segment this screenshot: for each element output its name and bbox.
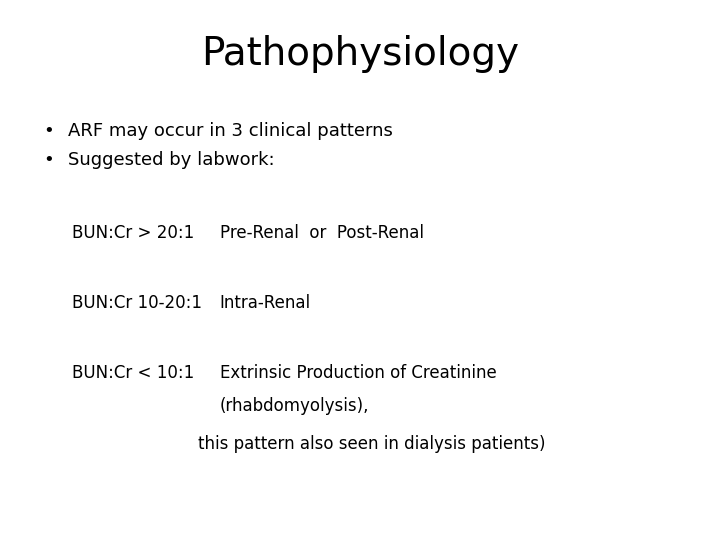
Text: BUN:Cr < 10:1: BUN:Cr < 10:1 [72,364,194,382]
Text: Extrinsic Production of Creatinine: Extrinsic Production of Creatinine [220,364,496,382]
Text: BUN:Cr 10-20:1: BUN:Cr 10-20:1 [72,294,202,312]
Text: Suggested by labwork:: Suggested by labwork: [68,151,275,169]
Text: •: • [43,122,54,139]
Text: (rhabdomyolysis),: (rhabdomyolysis), [220,397,369,415]
Text: Pre-Renal  or  Post-Renal: Pre-Renal or Post-Renal [220,224,423,242]
Text: ARF may occur in 3 clinical patterns: ARF may occur in 3 clinical patterns [68,122,393,139]
Text: this pattern also seen in dialysis patients): this pattern also seen in dialysis patie… [198,435,546,453]
Text: Pathophysiology: Pathophysiology [201,35,519,73]
Text: BUN:Cr > 20:1: BUN:Cr > 20:1 [72,224,194,242]
Text: Intra-Renal: Intra-Renal [220,294,311,312]
Text: •: • [43,151,54,169]
